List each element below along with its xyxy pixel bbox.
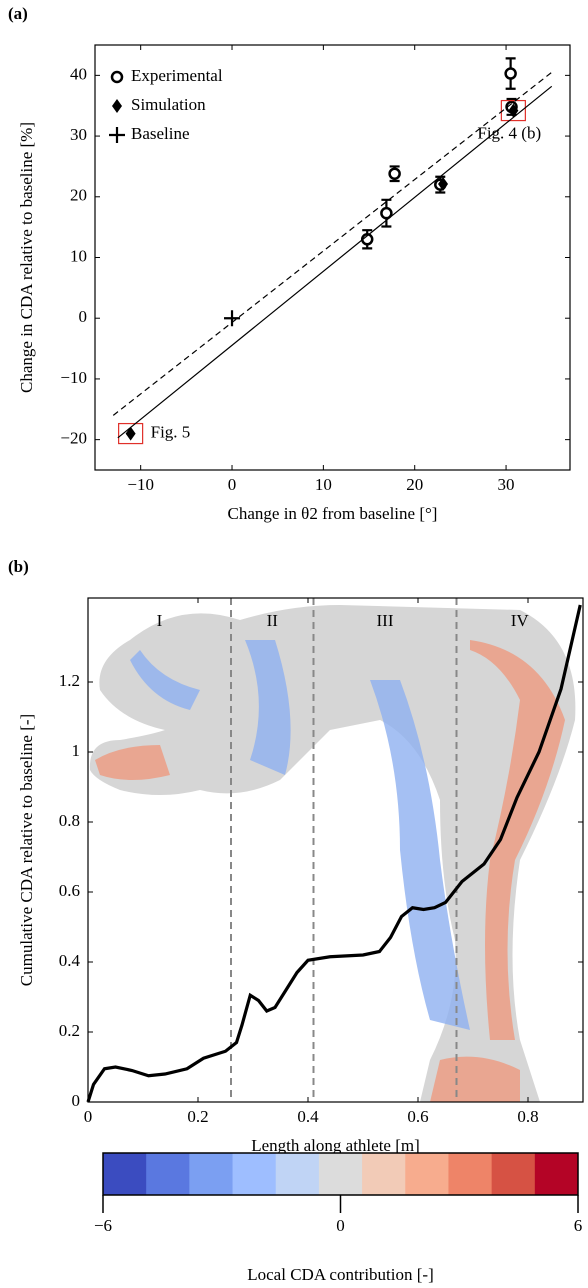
y-tick-label: 0.2 bbox=[59, 1021, 80, 1040]
legend-label: Experimental bbox=[131, 66, 223, 85]
colorbar-bin bbox=[362, 1153, 406, 1195]
colorbar-bin bbox=[448, 1153, 492, 1195]
colorbar-bin bbox=[319, 1153, 363, 1195]
x-tick-label: 0.8 bbox=[517, 1107, 538, 1126]
y-tick-label: 1.2 bbox=[59, 671, 80, 690]
point bbox=[224, 310, 240, 326]
colorbar-bin bbox=[146, 1153, 190, 1195]
y-axis-label: Cumulative CDA relative to baseline [-] bbox=[17, 714, 36, 986]
colorbar-bin bbox=[492, 1153, 536, 1195]
y-axis-label: Change in CDA relative to baseline [%] bbox=[17, 122, 36, 393]
colorbar-tick-label: 0 bbox=[336, 1216, 345, 1235]
y-tick-label: 0 bbox=[79, 307, 88, 326]
y-tick-label: 0 bbox=[72, 1091, 81, 1110]
point-annotation: Fig. 4 (b) bbox=[477, 123, 541, 142]
y-tick-label: 20 bbox=[70, 186, 87, 205]
colorbar-bin bbox=[233, 1153, 277, 1195]
athlete-render bbox=[90, 605, 576, 1102]
x-tick-label: 30 bbox=[498, 475, 515, 494]
region-label: II bbox=[267, 611, 279, 630]
x-tick-label: −10 bbox=[127, 475, 154, 494]
y-tick-label: 30 bbox=[70, 125, 87, 144]
x-axis-label: Length along athlete [m] bbox=[251, 1136, 420, 1155]
y-tick-label: 0.8 bbox=[59, 811, 80, 830]
x-tick-label: 0 bbox=[84, 1107, 93, 1126]
legend-marker bbox=[112, 99, 122, 113]
legend-label: Simulation bbox=[131, 95, 206, 114]
colorbar-bin bbox=[535, 1153, 579, 1195]
colorbar-tick-label: 6 bbox=[574, 1216, 583, 1235]
colorbar-bin bbox=[189, 1153, 233, 1195]
colorbar-bin bbox=[276, 1153, 320, 1195]
x-tick-label: 10 bbox=[315, 475, 332, 494]
colorbar-bin bbox=[405, 1153, 449, 1195]
region-label: I bbox=[157, 611, 163, 630]
point bbox=[126, 427, 136, 441]
legend-marker bbox=[109, 127, 125, 143]
legend-label: Baseline bbox=[131, 124, 190, 143]
x-tick-label: 0.6 bbox=[407, 1107, 428, 1126]
region-label: III bbox=[377, 611, 394, 630]
x-tick-label: 0 bbox=[228, 475, 237, 494]
y-tick-label: 1 bbox=[72, 741, 81, 760]
panel-label: (a) bbox=[8, 4, 28, 23]
point bbox=[390, 169, 400, 179]
figure: (a)−100102030−20−10010203040Change in θ2… bbox=[0, 0, 588, 1288]
x-tick-label: 0.4 bbox=[297, 1107, 319, 1126]
colorbar-tick-label: −6 bbox=[94, 1216, 112, 1235]
x-axis-label: Change in θ2 from baseline [°] bbox=[228, 504, 438, 523]
x-tick-label: 0.2 bbox=[187, 1107, 208, 1126]
point bbox=[506, 69, 516, 79]
panel-label: (b) bbox=[8, 557, 29, 576]
region-label: IV bbox=[511, 611, 530, 630]
colorbar-label: Local CDA contribution [-] bbox=[247, 1265, 434, 1284]
colorbar-bin bbox=[103, 1153, 147, 1195]
x-tick-label: 20 bbox=[406, 475, 423, 494]
legend-marker bbox=[112, 72, 122, 82]
point-annotation: Fig. 5 bbox=[151, 422, 191, 441]
page: (a)−100102030−20−10010203040Change in θ2… bbox=[0, 0, 588, 1288]
y-tick-label: −20 bbox=[60, 429, 87, 448]
y-tick-label: 0.6 bbox=[59, 881, 80, 900]
y-tick-label: −10 bbox=[60, 368, 87, 387]
y-tick-label: 40 bbox=[70, 64, 87, 83]
y-tick-label: 10 bbox=[70, 246, 87, 265]
y-tick-label: 0.4 bbox=[59, 951, 81, 970]
